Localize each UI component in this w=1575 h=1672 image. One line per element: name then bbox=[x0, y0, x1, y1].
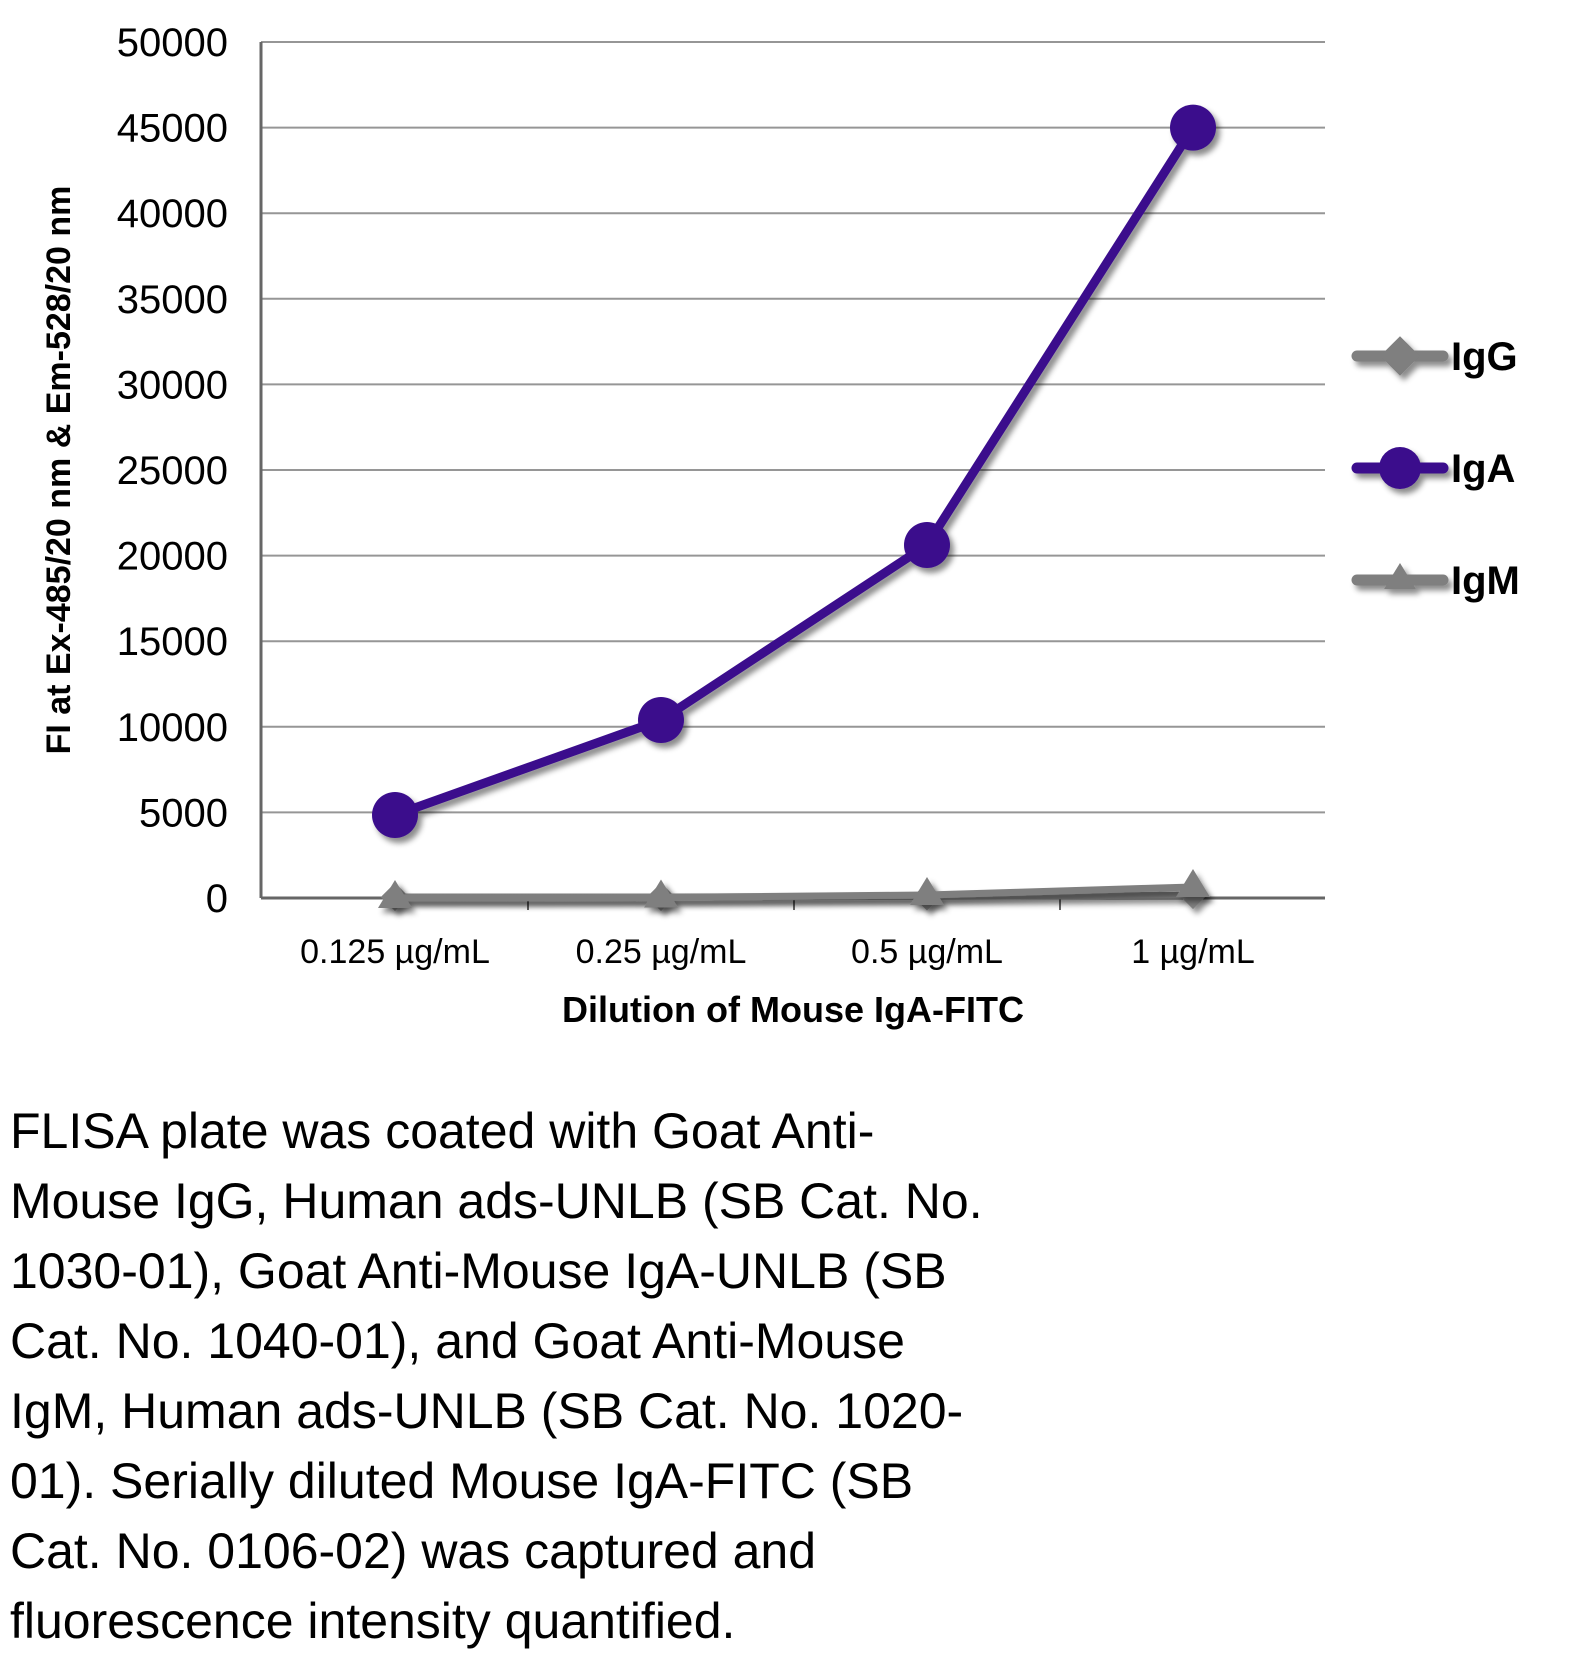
svg-text:45000: 45000 bbox=[117, 107, 228, 151]
svg-text:0.125 µg/mL: 0.125 µg/mL bbox=[300, 933, 490, 971]
svg-text:1 µg/mL: 1 µg/mL bbox=[1131, 933, 1255, 971]
svg-text:50000: 50000 bbox=[117, 21, 228, 65]
svg-text:Dilution of Mouse IgA-FITC: Dilution of Mouse IgA-FITC bbox=[562, 989, 1024, 1030]
svg-text:5000: 5000 bbox=[139, 791, 228, 835]
svg-text:15000: 15000 bbox=[117, 620, 228, 664]
svg-text:25000: 25000 bbox=[117, 449, 228, 493]
svg-text:40000: 40000 bbox=[117, 192, 228, 236]
svg-text:10000: 10000 bbox=[117, 706, 228, 750]
svg-text:IgG: IgG bbox=[1451, 335, 1518, 379]
svg-text:35000: 35000 bbox=[117, 278, 228, 322]
svg-text:0.25 µg/mL: 0.25 µg/mL bbox=[576, 933, 747, 971]
svg-text:0: 0 bbox=[206, 877, 228, 921]
svg-text:20000: 20000 bbox=[117, 535, 228, 579]
svg-text:FI at Ex-485/20 nm & Em-528/20: FI at Ex-485/20 nm & Em-528/20 nm bbox=[40, 186, 78, 755]
svg-text:IgA: IgA bbox=[1451, 447, 1515, 491]
svg-text:0.5 µg/mL: 0.5 µg/mL bbox=[851, 933, 1003, 971]
svg-text:IgM: IgM bbox=[1451, 559, 1520, 603]
svg-text:30000: 30000 bbox=[117, 363, 228, 407]
